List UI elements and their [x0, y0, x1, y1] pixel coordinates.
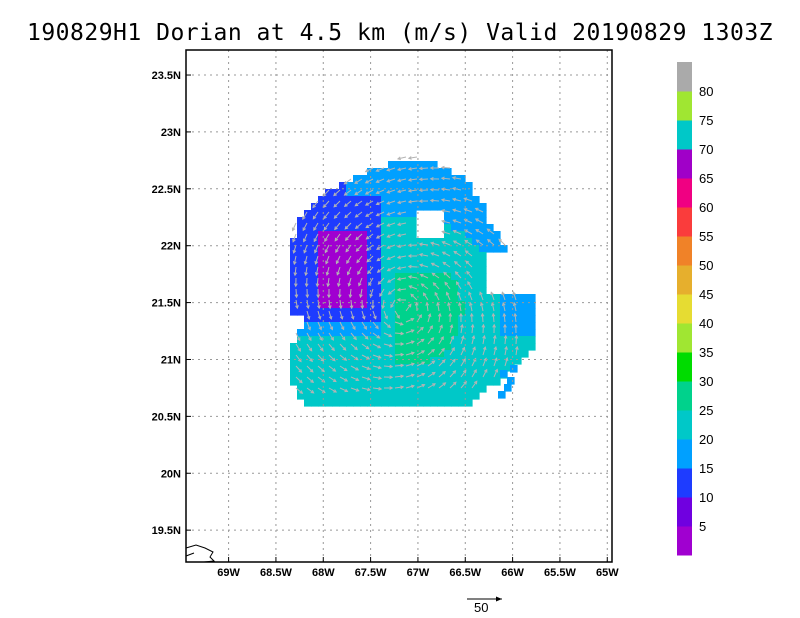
- colorbar-label: 15: [699, 461, 713, 476]
- colorbar-label: 25: [699, 403, 713, 418]
- plot-title: 190829H1 Dorian at 4.5 km (m/s) Valid 20…: [26, 20, 774, 46]
- colorbar-label: 20: [699, 432, 713, 447]
- lat-tick-label: 21N: [161, 354, 181, 366]
- colorbar-label: 10: [699, 490, 713, 505]
- lat-tick-label: 23.5N: [152, 70, 181, 82]
- colorbar-swatch: [677, 207, 692, 237]
- lon-tick-label: 65W: [596, 567, 619, 579]
- latitude-axis: 23.5N 23N 22.5N 22N 21.5N 21N 20.5N 20N 19.5N: [152, 70, 191, 537]
- colorbar-labels: 5 10 15 20 25 30 35 40 45 50 55 60 65 70 75 80: [699, 84, 713, 534]
- colorbar-label: 65: [699, 171, 713, 186]
- colorbar-label: 75: [699, 113, 713, 128]
- lat-tick-label: 22.5N: [152, 184, 181, 196]
- colorbar-label: 55: [699, 229, 713, 244]
- reference-vector: [467, 596, 502, 602]
- reference-vector-label: 50: [474, 600, 489, 615]
- lon-tick-label: 68.5W: [260, 567, 292, 579]
- colorbar-label: 70: [699, 142, 713, 157]
- colorbar-label: 5: [699, 519, 706, 534]
- colorbar-label: 30: [699, 374, 713, 389]
- colorbar-label: 40: [699, 316, 713, 331]
- colorbar-swatch: [677, 410, 692, 440]
- colorbar-swatch: [677, 120, 692, 150]
- colorbar-swatch: [677, 468, 692, 498]
- colorbar-swatch: [677, 178, 692, 208]
- lon-tick-label: 65.5W: [544, 567, 576, 579]
- colorbar-label: 45: [699, 287, 713, 302]
- lat-tick-label: 20N: [161, 468, 181, 480]
- colorbar-swatch: [677, 91, 692, 121]
- colorbar-label: 60: [699, 200, 713, 215]
- colorbar-swatch: [677, 381, 692, 411]
- colorbar-swatch: [677, 352, 692, 382]
- plot-frame: [185, 49, 613, 563]
- coastline: [185, 544, 216, 563]
- colorbar-swatch: [677, 497, 692, 527]
- lon-tick-label: 69W: [217, 567, 240, 579]
- colorbar-swatch: [677, 526, 692, 556]
- colorbar-swatch: [677, 294, 692, 324]
- colorbar-swatch: [677, 149, 692, 179]
- colorbar-swatch: [677, 236, 692, 266]
- lat-tick-label: 20.5N: [152, 411, 181, 423]
- longitude-axis: 69W 68.5W 68W 67.5W 67W 66.5W 66W 65.5W 65W: [217, 557, 619, 579]
- colorbar-label: 80: [699, 84, 713, 99]
- lat-tick-label: 21.5N: [152, 298, 181, 310]
- lat-tick-label: 22N: [161, 241, 181, 253]
- lon-tick-label: 67W: [407, 567, 430, 579]
- colorbar-swatches: [677, 62, 692, 556]
- lon-tick-label: 67.5W: [355, 567, 387, 579]
- lon-tick-label: 68W: [312, 567, 335, 579]
- colorbar-swatch: [677, 323, 692, 353]
- lon-tick-label: 66.5W: [449, 567, 481, 579]
- lat-tick-label: 19.5N: [152, 525, 181, 537]
- lat-tick-label: 23N: [161, 127, 181, 139]
- colorbar-swatch: [677, 439, 692, 469]
- lat-lon-gridlines: [186, 50, 612, 562]
- lon-tick-label: 66W: [501, 567, 524, 579]
- colorbar-label: 35: [699, 345, 713, 360]
- colorbar-swatch: [677, 62, 692, 92]
- colorbar-swatch: [677, 265, 692, 295]
- colorbar-label: 50: [699, 258, 713, 273]
